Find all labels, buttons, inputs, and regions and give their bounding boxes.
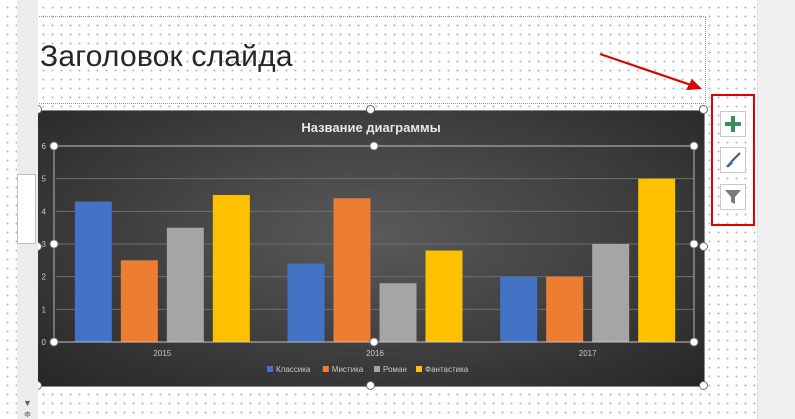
paintbrush-icon [726,152,741,168]
plot-area-handle [689,141,699,151]
bar-4-2017 [638,178,676,342]
plot-area-handle [689,337,699,347]
bar-1-2016 [287,263,325,342]
legend-label: Роман [383,365,407,374]
chart-filters-button[interactable] [720,184,746,210]
resize-handle-top[interactable] [366,105,375,114]
y-tick-label: 6 [42,142,47,151]
legend-swatch [416,366,422,372]
plus-icon [725,116,741,132]
plot-area-handle [369,337,379,347]
bar-3-2017 [592,244,630,342]
plot-area-handle [49,141,59,151]
scrollbar-thumb[interactable] [17,174,36,244]
y-tick-label: 3 [42,240,47,249]
bar-2-2017 [546,276,584,342]
plot-area-handle [369,141,379,151]
bar-1-2015 [74,201,112,342]
bar-3-2015 [166,227,204,342]
vertical-scrollbar[interactable] [757,0,795,419]
plot-area-handle [49,337,59,347]
annotation-arrow [599,52,702,90]
bar-4-2015 [212,195,250,342]
bar-1-2017 [500,276,538,342]
chart-elements-button[interactable] [720,111,746,137]
bar-2-2015 [120,260,158,342]
legend-swatch [322,366,329,372]
y-tick-label: 4 [42,207,47,216]
legend-label: Мистика [332,365,364,374]
y-tick-label: 1 [42,305,47,314]
x-tick-label: 2016 [366,349,384,358]
chart-styles-button[interactable] [720,147,746,173]
chart-title: Название диаграммы [301,120,440,135]
next-slide-icon[interactable]: ≑ [23,409,32,419]
slide-title[interactable]: Заголовок слайда [40,40,293,73]
scroll-down-icon[interactable]: ▼ [17,396,38,410]
bar-4-2016 [425,250,463,342]
legend-swatch [374,366,380,372]
bar-2-2016 [333,198,371,342]
resize-handle-bottom-right[interactable] [699,381,708,390]
plot-area-handle [689,239,699,249]
resize-handle-bottom[interactable] [366,381,375,390]
chart-tools-highlight [711,94,755,226]
plot-area-handle [49,239,59,249]
resize-handle-right[interactable] [699,242,708,251]
y-tick-label: 5 [42,175,47,184]
x-tick-label: 2015 [153,349,171,358]
filter-icon [725,190,741,204]
x-tick-label: 2017 [579,349,597,358]
chart[interactable]: Название диаграммы 0 1 2 3 4 5 6 2015 2016 2017 Кла… [37,110,705,387]
y-tick-label: 0 [42,338,47,347]
legend-swatch [267,366,273,372]
legend-label: Классика [276,365,311,374]
bar-3-2016 [379,283,417,342]
y-tick-label: 2 [42,273,47,282]
resize-handle-top-right[interactable] [699,105,708,114]
legend-label: Фантастика [425,365,469,374]
